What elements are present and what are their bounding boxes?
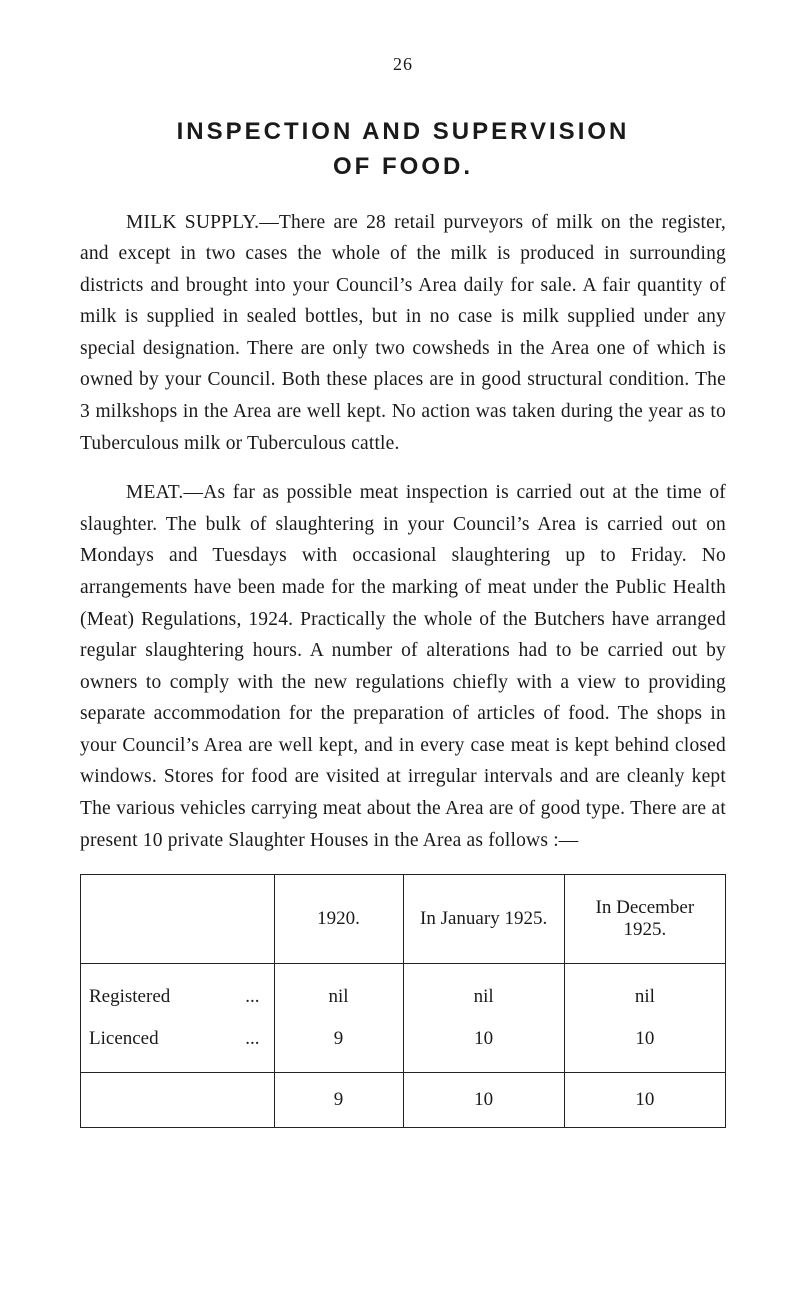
table-header-row: 1920. In January 1925. In December 1925. — [81, 875, 726, 964]
row-label-registered: Registered ... — [81, 964, 275, 1019]
row-label-text: Registered — [89, 986, 170, 1007]
table-header-blank — [81, 875, 275, 964]
heading-line-2: OF FOOD. — [333, 153, 473, 180]
row-dots: ... — [245, 1028, 259, 1050]
row-label-licenced: Licenced ... — [81, 1018, 275, 1073]
paragraph-milk-supply: MILK SUPPLY.—There are 28 retail purveyo… — [80, 207, 726, 460]
cell: nil — [274, 964, 403, 1019]
paragraph-meat: MEAT.—As far as possible meat inspection… — [80, 477, 726, 856]
cell: nil — [403, 964, 564, 1019]
page-number: 26 — [80, 54, 726, 75]
cell: 10 — [564, 1018, 725, 1073]
table-header-dec-1925: In December 1925. — [564, 875, 725, 964]
cell: 9 — [274, 1018, 403, 1073]
table-header-jan-1925: In January 1925. — [403, 875, 564, 964]
row-label-text: Licenced — [89, 1028, 159, 1049]
row-dots: ... — [245, 986, 259, 1008]
cell: 10 — [403, 1018, 564, 1073]
table-total-row: 9 10 10 — [81, 1073, 726, 1128]
heading-line-1: INSPECTION AND SUPERVISION — [177, 118, 630, 145]
table-row: Registered ... nil nil nil — [81, 964, 726, 1019]
total-label — [81, 1073, 275, 1128]
slaughter-houses-table: 1920. In January 1925. In December 1925.… — [80, 874, 726, 1128]
total-cell: 10 — [564, 1073, 725, 1128]
table-header-1920: 1920. — [274, 875, 403, 964]
table-row: Licenced ... 9 10 10 — [81, 1018, 726, 1073]
cell: nil — [564, 964, 725, 1019]
total-cell: 10 — [403, 1073, 564, 1128]
total-cell: 9 — [274, 1073, 403, 1128]
section-heading: INSPECTION AND SUPERVISION OF FOOD. — [80, 115, 726, 185]
